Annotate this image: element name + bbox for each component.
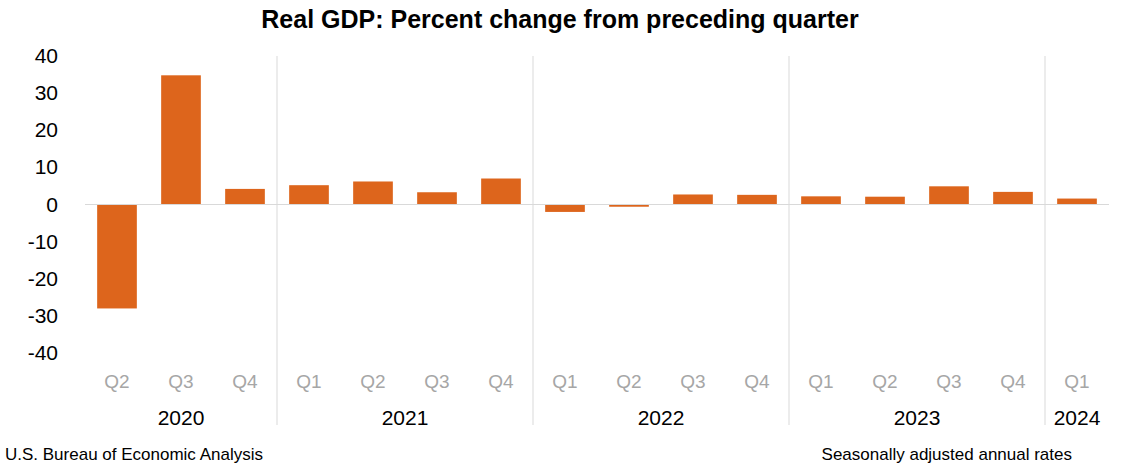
y-tick (60, 167, 64, 168)
bar (161, 75, 201, 204)
title: Real GDP: Percent change from preceding … (261, 5, 859, 33)
y-tick (60, 241, 64, 242)
year-separator (277, 56, 278, 425)
bar (545, 205, 585, 212)
year-separator (789, 56, 790, 425)
x-tick-label: Q1 (552, 371, 577, 392)
bar (673, 194, 713, 204)
x-tick-label: Q3 (680, 371, 705, 392)
y-tick (60, 278, 64, 279)
y-tick-label: -40 (28, 341, 58, 364)
bar (417, 192, 457, 204)
y-tick (60, 353, 64, 354)
y-tick-label: 0 (46, 193, 58, 216)
y-tick-label: -20 (28, 267, 58, 290)
x-tick-label: Q4 (744, 371, 770, 392)
source: U.S. Bureau of Economic Analysis (5, 445, 263, 464)
x-tick-label: Q4 (1000, 371, 1026, 392)
bar (1057, 199, 1097, 205)
y-tick-label: 30 (35, 81, 58, 104)
bar (289, 185, 329, 204)
year-label: 2021 (382, 406, 429, 429)
y-tick (60, 204, 64, 205)
y-tick-label: -30 (28, 304, 58, 327)
x-tick-label: Q2 (104, 371, 129, 392)
year-label: 2022 (638, 406, 685, 429)
year-label: 2024 (1054, 406, 1101, 429)
x-tick-label: Q2 (616, 371, 641, 392)
year-separator (1045, 56, 1046, 425)
y-tick (60, 130, 64, 131)
bar (481, 179, 521, 205)
year-label: 2023 (894, 406, 941, 429)
y-tick-label: 40 (35, 44, 58, 67)
year-separator (533, 56, 534, 425)
y-tick (60, 56, 64, 57)
x-tick-label: Q1 (808, 371, 833, 392)
y-tick-label: -10 (28, 230, 58, 253)
bar (353, 181, 393, 204)
x-tick-label: Q4 (488, 371, 514, 392)
bar (801, 196, 841, 204)
bar (737, 195, 777, 205)
x-tick-label: Q3 (936, 371, 961, 392)
y-tick (60, 93, 64, 94)
x-tick-label: Q4 (232, 371, 258, 392)
x-tick-label: Q2 (360, 371, 385, 392)
zero-line (85, 204, 1109, 205)
y-tick-label: 20 (35, 118, 58, 141)
bar (929, 186, 969, 204)
y-tick (60, 315, 64, 316)
x-tick-label: Q1 (296, 371, 321, 392)
y-tick-label: 10 (35, 155, 58, 178)
bar (865, 197, 905, 205)
chart: Real GDP: Percent change from preceding … (0, 0, 1121, 470)
bar (225, 189, 265, 205)
x-tick-label: Q3 (424, 371, 449, 392)
note: Seasonally adjusted annual rates (822, 445, 1072, 464)
x-tick-label: Q2 (872, 371, 897, 392)
bar (993, 192, 1033, 205)
year-label: 2020 (158, 406, 205, 429)
bars (97, 75, 1097, 308)
x-tick-label: Q3 (168, 371, 193, 392)
bar (97, 205, 137, 309)
x-tick-label: Q1 (1064, 371, 1089, 392)
